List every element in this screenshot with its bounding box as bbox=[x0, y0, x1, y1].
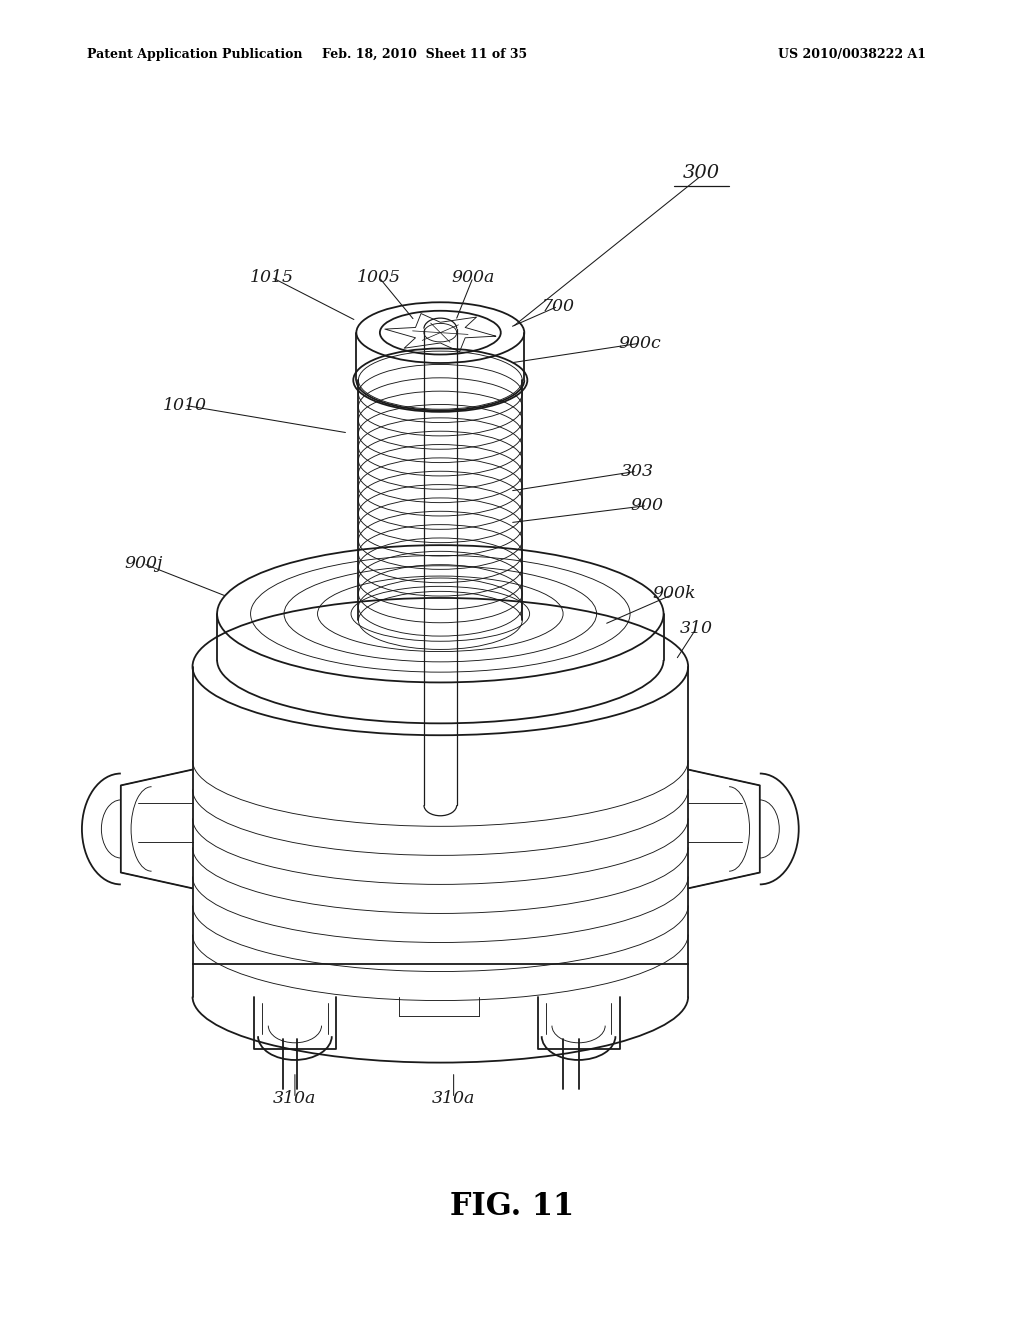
Text: 700: 700 bbox=[542, 298, 574, 314]
Text: 900a: 900a bbox=[452, 269, 495, 285]
Text: FIG. 11: FIG. 11 bbox=[450, 1192, 574, 1222]
Text: 900j: 900j bbox=[124, 556, 163, 572]
Text: 300: 300 bbox=[683, 164, 720, 182]
Text: 310: 310 bbox=[680, 620, 713, 636]
Text: 1005: 1005 bbox=[357, 269, 400, 285]
Text: 900c: 900c bbox=[618, 335, 662, 351]
Text: 1015: 1015 bbox=[250, 269, 293, 285]
Text: Patent Application Publication: Patent Application Publication bbox=[87, 48, 302, 61]
Text: 900k: 900k bbox=[652, 586, 695, 602]
Text: 1010: 1010 bbox=[163, 397, 206, 413]
Text: 310a: 310a bbox=[273, 1090, 316, 1106]
Text: 310a: 310a bbox=[432, 1090, 475, 1106]
Text: US 2010/0038222 A1: US 2010/0038222 A1 bbox=[778, 48, 927, 61]
Text: Feb. 18, 2010  Sheet 11 of 35: Feb. 18, 2010 Sheet 11 of 35 bbox=[323, 48, 527, 61]
Text: 900: 900 bbox=[631, 498, 664, 513]
Text: 303: 303 bbox=[621, 463, 653, 479]
